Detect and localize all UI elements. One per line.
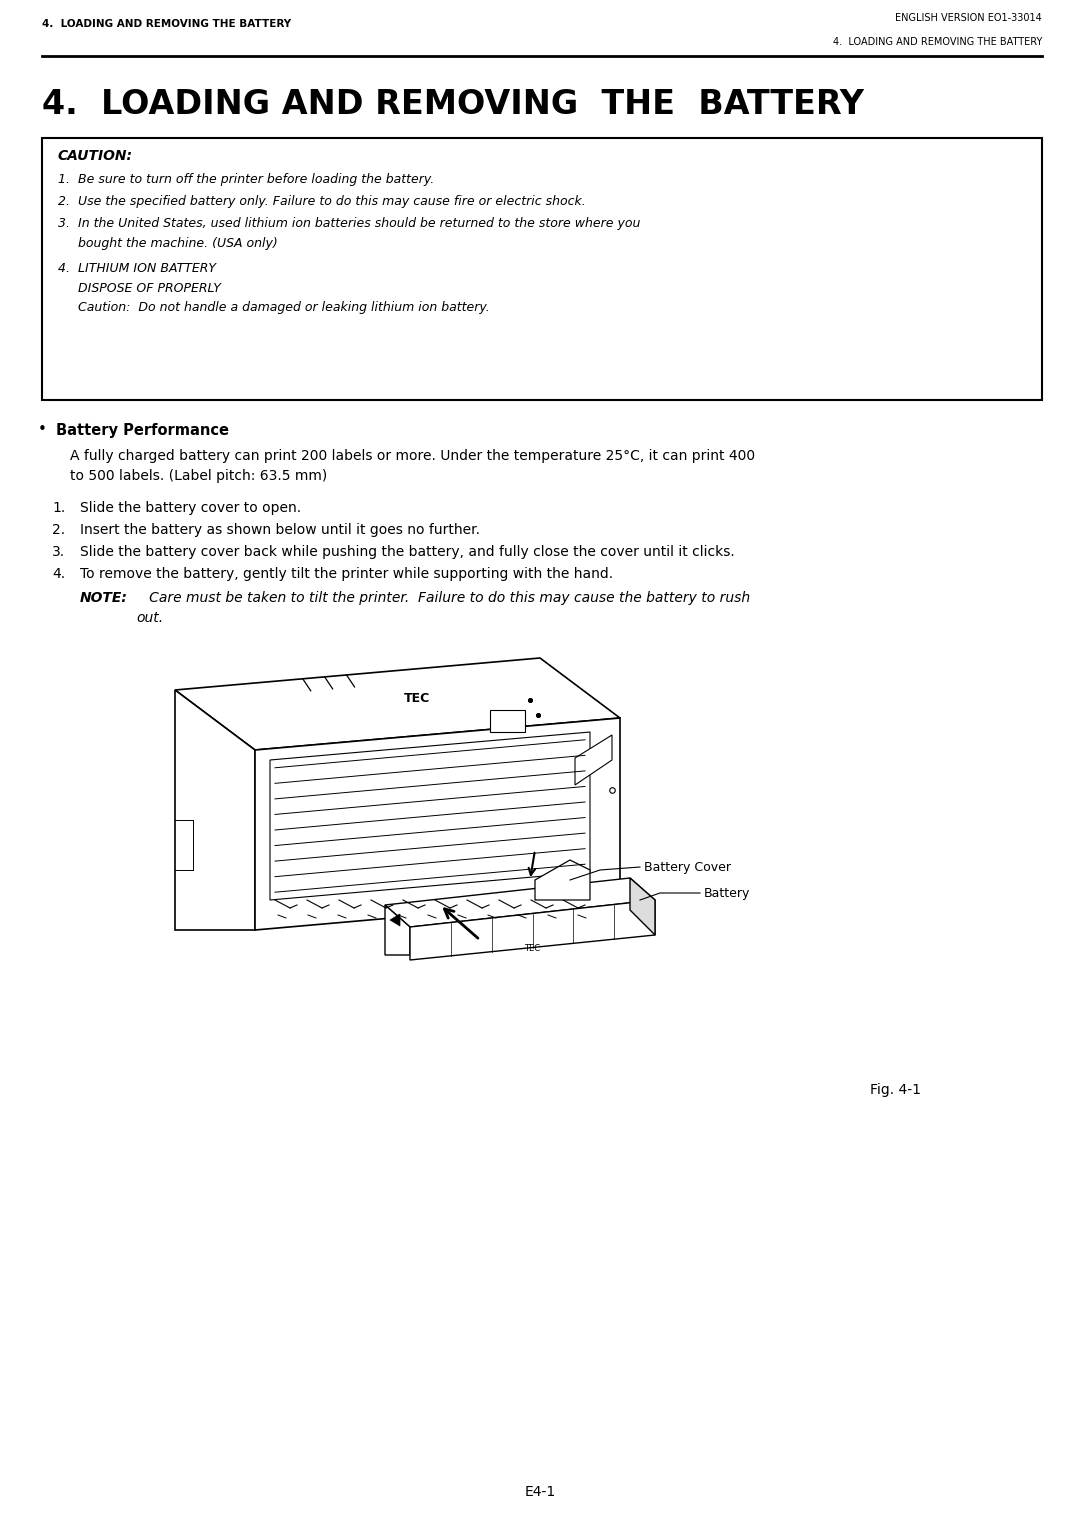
Polygon shape xyxy=(175,657,620,750)
Text: 4.  LOADING AND REMOVING THE BATTERY: 4. LOADING AND REMOVING THE BATTERY xyxy=(833,37,1042,47)
Text: Fig. 4-1: Fig. 4-1 xyxy=(870,1083,921,1096)
Text: •: • xyxy=(38,422,46,438)
Text: 2.  Use the specified battery only. Failure to do this may cause fire or electri: 2. Use the specified battery only. Failu… xyxy=(58,195,585,209)
Text: CAUTION:: CAUTION: xyxy=(58,149,133,163)
Polygon shape xyxy=(175,689,255,930)
Polygon shape xyxy=(390,913,400,926)
Text: to 500 labels. (Label pitch: 63.5 mm): to 500 labels. (Label pitch: 63.5 mm) xyxy=(70,470,327,483)
Text: 1.: 1. xyxy=(52,502,65,515)
Text: 1.  Be sure to turn off the printer before loading the battery.: 1. Be sure to turn off the printer befor… xyxy=(58,174,434,186)
Text: 4.: 4. xyxy=(52,567,65,581)
Text: TEC: TEC xyxy=(404,692,431,706)
Text: 4.  LITHIUM ION BATTERY: 4. LITHIUM ION BATTERY xyxy=(58,261,216,274)
Text: Slide the battery cover back while pushing the battery, and fully close the cove: Slide the battery cover back while pushi… xyxy=(80,544,734,560)
Polygon shape xyxy=(270,732,590,900)
Text: To remove the battery, gently tilt the printer while supporting with the hand.: To remove the battery, gently tilt the p… xyxy=(80,567,613,581)
Text: out.: out. xyxy=(136,612,163,625)
Text: DISPOSE OF PROPERLY: DISPOSE OF PROPERLY xyxy=(58,282,221,294)
Polygon shape xyxy=(384,878,654,927)
Text: Care must be taken to tilt the printer.  Failure to do this may cause the batter: Care must be taken to tilt the printer. … xyxy=(136,592,751,605)
Polygon shape xyxy=(630,878,654,935)
Text: 2.: 2. xyxy=(52,523,65,537)
Polygon shape xyxy=(255,718,620,930)
Text: 4.  LOADING AND REMOVING THE BATTERY: 4. LOADING AND REMOVING THE BATTERY xyxy=(42,18,292,29)
Polygon shape xyxy=(575,735,612,785)
Text: ENGLISH VERSION EO1-33014: ENGLISH VERSION EO1-33014 xyxy=(895,14,1042,23)
Text: 3.: 3. xyxy=(52,544,65,560)
Text: 3.  In the United States, used lithium ion batteries should be returned to the s: 3. In the United States, used lithium io… xyxy=(58,218,640,230)
Text: Battery Cover: Battery Cover xyxy=(644,860,731,874)
Text: A fully charged battery can print 200 labels or more. Under the temperature 25°C: A fully charged battery can print 200 la… xyxy=(70,448,755,464)
Text: Caution:  Do not handle a damaged or leaking lithium ion battery.: Caution: Do not handle a damaged or leak… xyxy=(58,302,489,314)
Text: Insert the battery as shown below until it goes no further.: Insert the battery as shown below until … xyxy=(80,523,480,537)
Text: 4.  LOADING AND REMOVING  THE  BATTERY: 4. LOADING AND REMOVING THE BATTERY xyxy=(42,88,864,122)
Polygon shape xyxy=(384,904,410,955)
Bar xyxy=(42,137,1042,400)
Text: Slide the battery cover to open.: Slide the battery cover to open. xyxy=(80,502,301,515)
Text: E4-1: E4-1 xyxy=(525,1485,555,1499)
Text: TEC: TEC xyxy=(525,944,541,953)
Text: bought the machine. (USA only): bought the machine. (USA only) xyxy=(58,238,278,250)
Text: NOTE:: NOTE: xyxy=(80,592,127,605)
Bar xyxy=(490,711,525,732)
Polygon shape xyxy=(410,900,654,961)
Text: Battery: Battery xyxy=(704,886,751,900)
Text: Battery Performance: Battery Performance xyxy=(56,422,229,438)
Polygon shape xyxy=(535,860,590,900)
